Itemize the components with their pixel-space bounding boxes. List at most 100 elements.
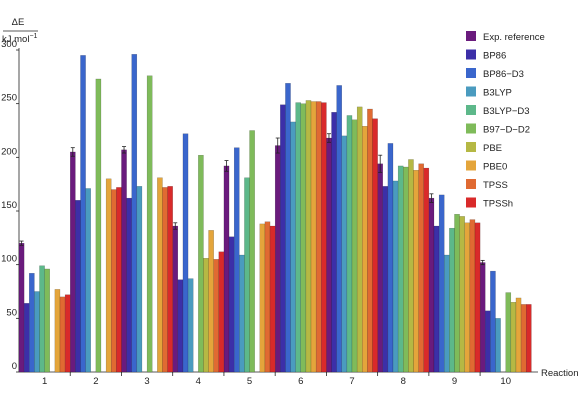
bar [75,200,81,373]
bar [34,291,40,373]
bar [157,177,163,373]
bar [367,108,373,373]
bar [505,292,512,373]
bar [356,106,363,373]
bar [341,135,348,373]
y-axis-label-bottom: kJ mol−1 [2,33,38,45]
bar [233,147,240,373]
bar [218,251,225,373]
bar [23,303,30,373]
bar [449,227,455,373]
legend-label: B97−D−D2 [483,125,530,136]
bar [249,130,255,373]
bar [423,167,430,373]
x-tick-label: 6 [298,376,303,387]
bar [126,197,132,373]
bar [172,225,179,373]
x-tick-label: 7 [349,376,354,387]
legend-label: B3LYP [483,88,512,99]
bar [64,294,71,373]
bar [479,262,486,373]
bar [121,149,127,373]
bar [269,225,276,373]
bar [520,304,527,373]
y-axis-label-superscript: −1 [29,33,37,40]
legend-label: BP86 [483,51,506,62]
bar [510,302,517,373]
legend-label: BP86−D3 [483,69,524,80]
bar [413,170,419,373]
y-tick-label: 150 [1,200,17,211]
x-axis: 1 2 3 4 5 6 7 8 9 10 [19,371,538,387]
bar [223,165,230,373]
bar [295,102,301,373]
legend-swatch [466,68,476,78]
legend-label: PBE [483,143,502,154]
x-tick-label: 2 [93,376,98,387]
bar [239,254,245,373]
bar [70,151,76,373]
y-tick-label: 0 [12,361,17,372]
bar [495,318,501,373]
legend-label: TPSS [483,180,508,191]
bar [136,186,143,373]
bar [336,85,342,373]
legend-swatch [466,123,476,134]
bar [433,225,440,373]
bar [469,219,476,373]
bar [382,186,389,373]
bar [526,304,532,373]
x-tick-label: 3 [144,376,149,387]
bar [105,178,112,373]
x-axis-label: Reaction [541,368,579,379]
bar [444,254,450,373]
bar [515,297,522,373]
bar [39,265,45,373]
x-tick-label: 10 [500,376,511,387]
x-tick-label: 4 [196,376,201,387]
y-tick-label: 200 [1,146,17,157]
bar [259,223,266,373]
y-axis-label-unit: kJ mol [2,34,29,45]
x-tick-label: 1 [42,376,47,387]
bar [474,222,481,373]
bar [290,121,296,373]
bar [18,242,25,373]
bar [428,197,435,373]
bar [116,187,122,373]
bar [213,259,220,373]
bar [198,154,204,373]
bar [321,102,327,373]
bar [392,180,399,373]
legend-label: Exp. reference [483,32,545,43]
bar [264,221,271,373]
bar [177,279,184,373]
bar [403,166,409,373]
x-tick-label: 9 [452,376,457,387]
bar [244,177,250,373]
bar [372,118,378,373]
bar [351,119,358,373]
bar [397,165,404,373]
bar [167,186,173,373]
bar [362,126,368,373]
bar [95,78,102,373]
bar [111,189,117,373]
bar [387,143,394,373]
bar [326,137,332,373]
bar [85,188,91,373]
legend-swatch [466,86,476,97]
legend-label: B3LYP−D3 [483,106,530,117]
bar [187,278,194,373]
bar [315,101,322,373]
bar [408,159,414,373]
legend-swatch [466,31,476,41]
bar [485,310,491,373]
bar [59,296,66,373]
legend-swatch [466,179,476,189]
bar [305,100,312,373]
bar [131,54,138,373]
bar [300,103,307,373]
bar [377,163,383,373]
